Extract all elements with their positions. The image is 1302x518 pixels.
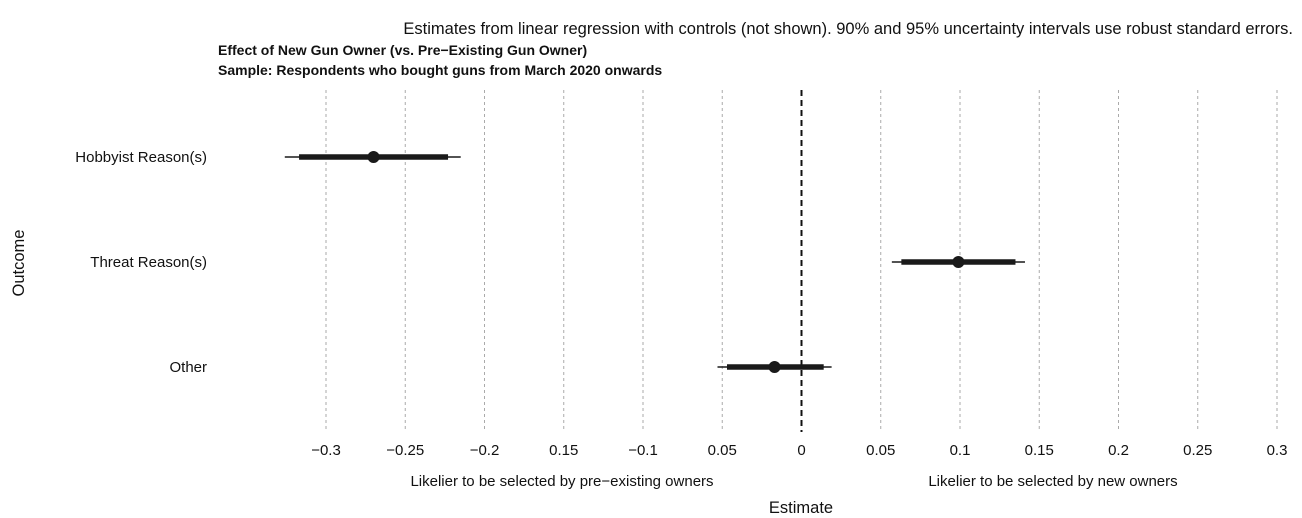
x-tick-label: −0.3	[311, 442, 341, 459]
x-tick-label: 0	[797, 442, 805, 459]
estimate-point	[367, 151, 380, 163]
x-tick-label: 0.05	[866, 442, 895, 459]
x-tick-label: −0.25	[386, 442, 424, 459]
y-tick-label: Threat Reason(s)	[90, 254, 207, 271]
x-tick-label: 0.1	[950, 442, 971, 459]
direction-label-left: Likelier to be selected by pre−existing …	[410, 473, 713, 490]
y-axis-title: Outcome	[10, 230, 28, 297]
x-tick-label: 0.05	[708, 442, 737, 459]
x-axis-tick-labels: −0.3 −0.25 −0.2 0.15 −0.1 0.05 0 0.05 0.1 0.15 0.2…	[311, 442, 1287, 459]
x-tick-label: 0.2	[1108, 442, 1129, 459]
x-tick-label: 0.15	[1025, 442, 1054, 459]
chart-subtitle-line-1: Effect of New Gun Owner (vs. Pre−Existin…	[218, 42, 587, 58]
x-tick-label: 0.15	[549, 442, 578, 459]
x-tick-label: −0.1	[628, 442, 658, 459]
x-axis-title: Estimate	[769, 499, 833, 517]
estimate-point	[768, 361, 781, 373]
y-axis-tick-labels: Hobbyist Reason(s) Threat Reason(s) Other	[75, 149, 207, 376]
x-tick-label: 0.3	[1267, 442, 1288, 459]
chart-caption: Estimates from linear regression with co…	[403, 20, 1293, 38]
grid-lines	[325, 90, 1278, 432]
estimate-point	[952, 256, 965, 268]
chart-subtitle-line-2: Sample: Respondents who bought guns from…	[218, 62, 662, 78]
x-tick-label: 0.25	[1183, 442, 1212, 459]
direction-label-right: Likelier to be selected by new owners	[928, 473, 1177, 490]
estimate-marks	[284, 151, 1025, 373]
y-tick-label: Hobbyist Reason(s)	[75, 149, 207, 166]
y-tick-label: Other	[169, 359, 207, 376]
x-tick-label: −0.2	[470, 442, 500, 459]
